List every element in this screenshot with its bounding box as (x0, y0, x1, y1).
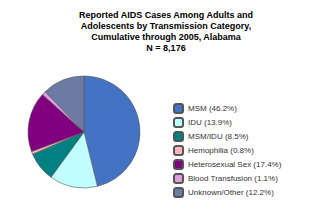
svg-text:Reported AIDS Cases Among Adul: Reported AIDS Cases Among Adults and (79, 10, 253, 20)
svg-text:IDU (13.9%): IDU (13.9%) (188, 118, 232, 127)
svg-text:Unknown/Other (12.2%): Unknown/Other (12.2%) (188, 188, 274, 197)
svg-text:MSM/IDU (8.5%): MSM/IDU (8.5%) (188, 132, 249, 141)
svg-text:Hemophilia (0.8%): Hemophilia (0.8%) (188, 146, 254, 155)
svg-text:Heterosexual Sex (17.4%): Heterosexual Sex (17.4%) (188, 160, 282, 169)
svg-text:Cumulative through 2005, Alaba: Cumulative through 2005, Alabama (91, 32, 242, 42)
svg-text:N = 8,176: N = 8,176 (146, 43, 185, 53)
svg-text:Adolescents by Transmission Ca: Adolescents by Transmission Category, (81, 21, 251, 31)
svg-text:Blood Transfusion (1.1%): Blood Transfusion (1.1%) (188, 174, 278, 183)
svg-text:MSM (46.2%): MSM (46.2%) (188, 104, 237, 113)
